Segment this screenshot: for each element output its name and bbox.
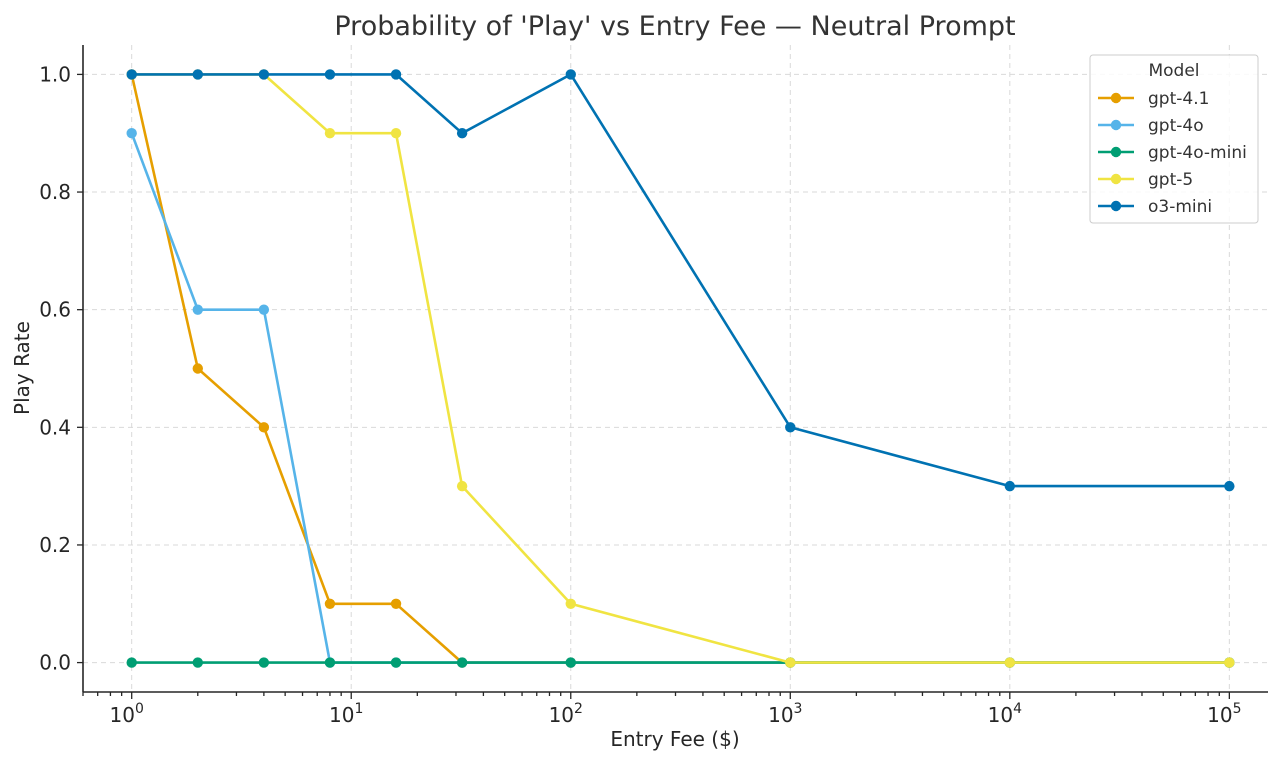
y-tick-label: 0.6 <box>39 298 71 322</box>
legend-marker <box>1110 173 1122 185</box>
data-point <box>258 422 270 433</box>
legend-item: gpt-4o-mini <box>1098 143 1247 163</box>
x-tick-exponent: 4 <box>1013 701 1022 717</box>
data-point <box>456 480 468 492</box>
y-tick-label: 1.0 <box>39 62 71 86</box>
x-tick-base: 10 <box>549 703 574 727</box>
data-point <box>324 598 336 609</box>
legend-label: gpt-4o <box>1148 116 1204 136</box>
data-point <box>456 657 468 668</box>
data-point <box>565 69 576 80</box>
data-point <box>126 657 137 668</box>
legend: Model gpt-4.1 gpt-4o gpt-4o-mini gpt-5 o3-mi… <box>1089 54 1259 224</box>
legend-item: o3-mini <box>1098 197 1212 217</box>
legend-marker <box>1110 92 1122 104</box>
y-tick-label: 0.2 <box>39 533 71 557</box>
data-point <box>324 69 336 80</box>
legend-title: Model <box>1148 61 1199 81</box>
data-point <box>126 69 137 80</box>
series-line <box>130 74 1230 664</box>
series-layer <box>126 69 1235 668</box>
data-point <box>390 69 402 80</box>
data-point <box>390 657 402 668</box>
data-point <box>258 69 270 80</box>
x-tick-label: 102 <box>549 701 583 727</box>
series-gpt-4.1 <box>126 69 1235 668</box>
data-point <box>258 657 270 668</box>
series-gpt-5 <box>126 69 1235 668</box>
legend-marker <box>1110 119 1122 131</box>
data-point <box>192 69 203 80</box>
series-gpt-4o <box>126 128 1235 668</box>
x-tick-base: 10 <box>768 703 793 727</box>
x-tick-exponent: 5 <box>1233 701 1242 717</box>
legend-item: gpt-4o <box>1098 116 1204 136</box>
data-point <box>324 128 336 139</box>
y-tick-label: 0.4 <box>39 415 71 439</box>
data-point <box>324 657 336 668</box>
x-tick-base: 10 <box>329 703 354 727</box>
data-point <box>126 128 137 139</box>
legend-marker <box>1110 146 1122 158</box>
x-tick-exponent: 1 <box>354 701 363 717</box>
legend-item: gpt-5 <box>1098 170 1193 190</box>
legend-label: gpt-4o-mini <box>1148 143 1247 163</box>
series-o3-mini <box>126 69 1235 492</box>
x-tick-label: 104 <box>988 701 1022 727</box>
legend-item: gpt-4.1 <box>1098 89 1209 109</box>
chart-title: Probability of 'Play' vs Entry Fee — Neu… <box>334 11 1015 42</box>
data-point <box>390 128 402 139</box>
data-point <box>1004 480 1016 492</box>
x-tick-exponent: 0 <box>135 701 144 717</box>
x-tick-base: 10 <box>1207 703 1232 727</box>
legend-label: o3-mini <box>1148 197 1212 217</box>
x-axis-label: Entry Fee ($) <box>610 727 739 751</box>
data-point <box>258 304 270 315</box>
x-tick-label: 100 <box>110 701 144 727</box>
x-tick-label: 105 <box>1207 701 1241 727</box>
legend-label: gpt-4.1 <box>1148 89 1209 109</box>
series-line <box>131 73 1230 664</box>
x-tick-exponent: 2 <box>574 701 583 717</box>
x-tick-exponent: 3 <box>794 701 803 717</box>
x-tick-base: 10 <box>110 703 135 727</box>
series-line <box>131 73 1230 488</box>
legend-label: gpt-5 <box>1148 170 1193 190</box>
legend-items: gpt-4.1 gpt-4o gpt-4o-mini gpt-5 o3-mini <box>1098 89 1247 217</box>
data-point <box>390 598 402 609</box>
data-point <box>192 657 203 668</box>
x-tick-label: 103 <box>768 701 802 727</box>
data-point <box>192 304 203 315</box>
data-point <box>565 657 576 668</box>
x-tick-base: 10 <box>988 703 1013 727</box>
y-axis-label: Play Rate <box>10 321 34 415</box>
legend-marker <box>1110 200 1122 212</box>
data-point <box>1004 657 1016 668</box>
data-point <box>1224 480 1235 492</box>
data-point <box>785 657 796 668</box>
y-tick-label: 0.8 <box>39 180 71 204</box>
data-point <box>456 128 468 139</box>
x-tick-label: 101 <box>329 701 363 727</box>
data-point <box>565 598 576 609</box>
data-point <box>192 363 203 374</box>
y-tick-label: 0.0 <box>39 651 71 675</box>
data-point <box>1224 657 1235 668</box>
series-line <box>130 132 1230 664</box>
data-point <box>785 422 796 433</box>
